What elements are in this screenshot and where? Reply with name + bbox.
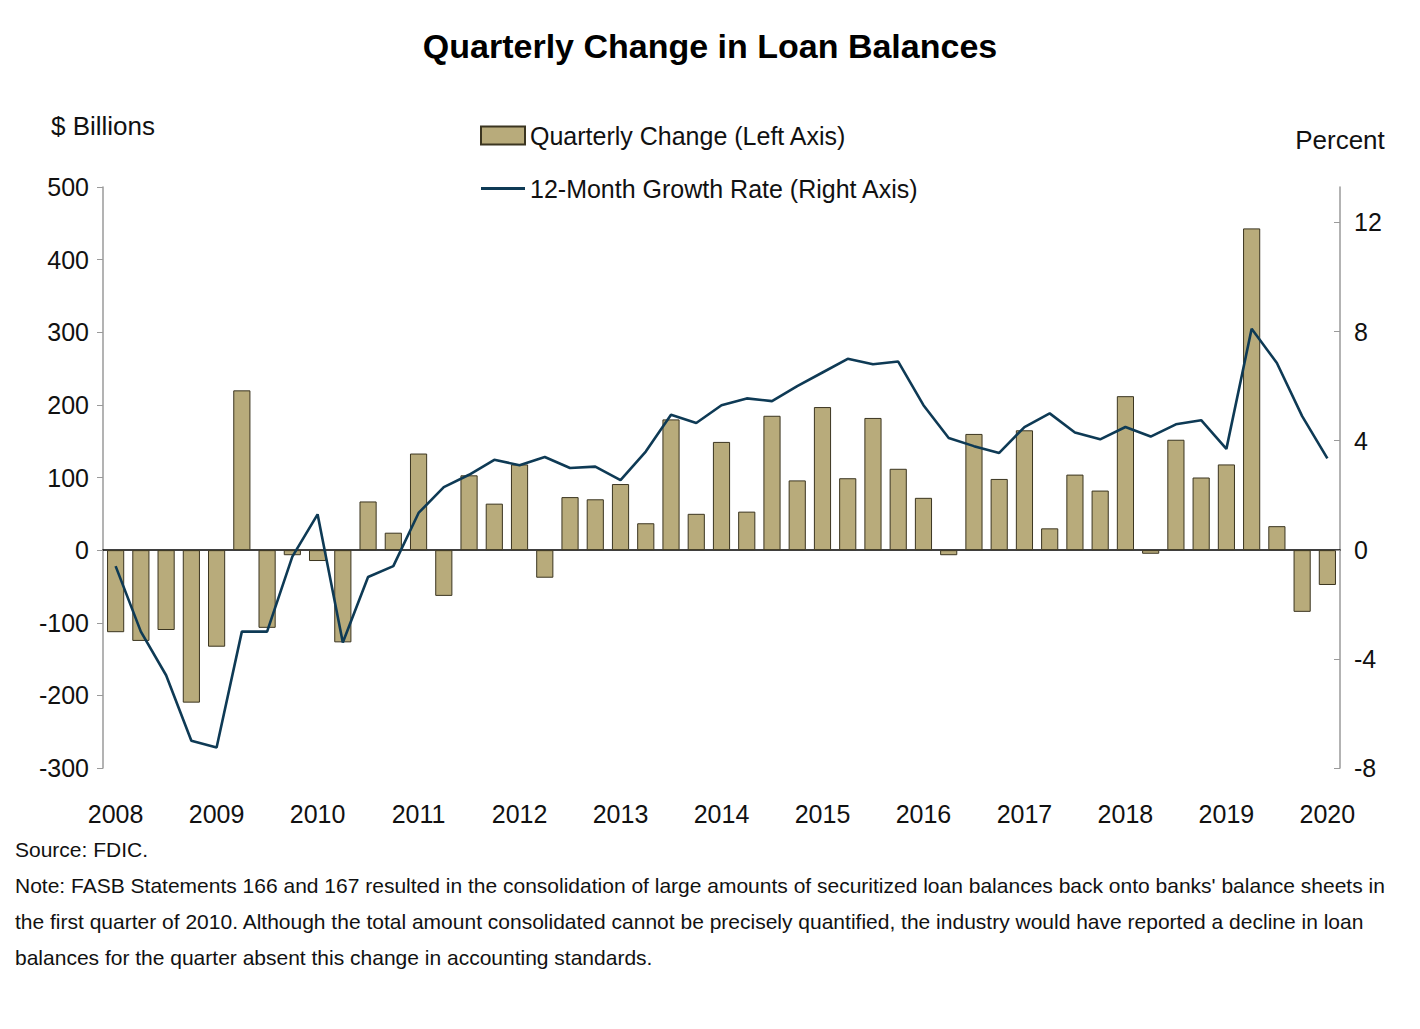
svg-text:12: 12 (1354, 208, 1382, 236)
svg-text:2015: 2015 (795, 800, 851, 828)
svg-text:2017: 2017 (997, 800, 1053, 828)
svg-text:Quarterly Change (Left Axis): Quarterly Change (Left Axis) (530, 122, 845, 150)
svg-text:2013: 2013 (593, 800, 649, 828)
svg-text:2018: 2018 (1098, 800, 1154, 828)
svg-text:Percent: Percent (1295, 125, 1385, 155)
svg-text:4: 4 (1354, 427, 1368, 455)
svg-text:100: 100 (47, 464, 89, 492)
svg-text:-100: -100 (39, 609, 89, 637)
svg-text:2019: 2019 (1199, 800, 1255, 828)
svg-text:8: 8 (1354, 318, 1368, 346)
svg-text:2014: 2014 (694, 800, 750, 828)
svg-text:-4: -4 (1354, 645, 1376, 673)
svg-text:2016: 2016 (896, 800, 952, 828)
svg-text:200: 200 (47, 391, 89, 419)
svg-text:400: 400 (47, 246, 89, 274)
svg-text:2008: 2008 (88, 800, 144, 828)
svg-text:$ Billions: $ Billions (51, 111, 155, 141)
html-text:Note: FASB Statements 166 and: Note: FASB Statements 166 and 167 result… (15, 874, 1385, 969)
svg-text:2011: 2011 (392, 800, 446, 828)
svg-text:-300: -300 (39, 754, 89, 782)
svg-text:12-Month Growth Rate (Right Ax: 12-Month Growth Rate (Right Axis) (530, 175, 918, 203)
svg-text:2010: 2010 (290, 800, 346, 828)
svg-text:300: 300 (47, 318, 89, 346)
svg-text:2012: 2012 (492, 800, 548, 828)
svg-text:500: 500 (47, 173, 89, 201)
html-text:Source: FDIC.: Source: FDIC. (15, 838, 148, 861)
svg-text:-8: -8 (1354, 754, 1376, 782)
svg-text:Quarterly Change in Loan Balan: Quarterly Change in Loan Balances (423, 27, 997, 65)
svg-text:2020: 2020 (1300, 800, 1356, 828)
svg-text:-200: -200 (39, 681, 89, 709)
svg-text:0: 0 (75, 536, 89, 564)
svg-text:0: 0 (1354, 536, 1368, 564)
svg-text:2009: 2009 (189, 800, 245, 828)
